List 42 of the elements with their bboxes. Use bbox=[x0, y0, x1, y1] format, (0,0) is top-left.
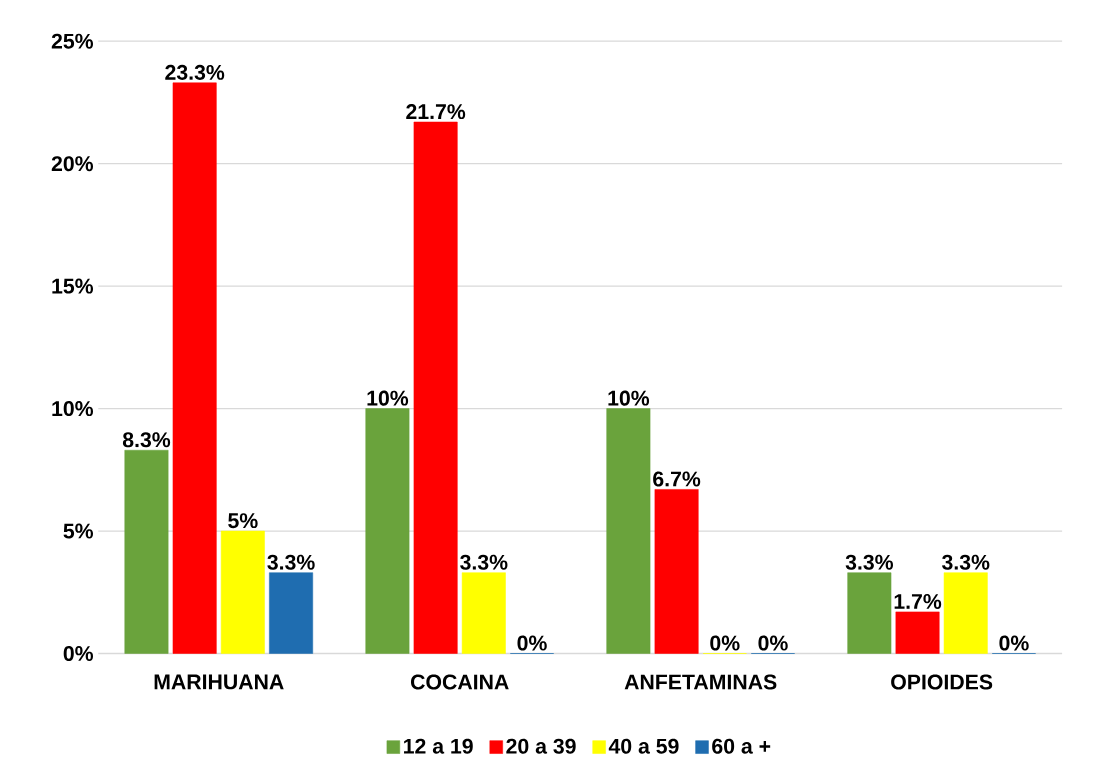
x-tick-label: ANFETAMINAS bbox=[624, 674, 777, 690]
data-label: 10% bbox=[608, 390, 650, 406]
bar bbox=[943, 572, 988, 654]
y-tick-label: 5% bbox=[63, 523, 94, 539]
bar bbox=[654, 489, 699, 654]
y-tick-label: 0% bbox=[63, 646, 94, 662]
data-label: 0% bbox=[758, 635, 788, 651]
legend-label: 60 a + bbox=[712, 738, 771, 754]
data-label: 0% bbox=[999, 635, 1029, 651]
data-label: 3.3% bbox=[941, 554, 990, 570]
bar bbox=[461, 572, 506, 654]
bar bbox=[124, 450, 169, 654]
y-tick-label: 15% bbox=[52, 278, 94, 294]
bar bbox=[606, 408, 651, 654]
bar bbox=[172, 82, 217, 654]
data-label: 10% bbox=[367, 390, 409, 406]
data-label: 1.7% bbox=[894, 594, 942, 609]
bar bbox=[847, 572, 892, 654]
y-tick-label: 25% bbox=[51, 33, 94, 49]
data-label: 6.7% bbox=[653, 471, 701, 487]
y-tick-label: 10% bbox=[52, 401, 94, 417]
y-tick-label: 20% bbox=[51, 156, 94, 172]
legend-label: 12 a 19 bbox=[404, 738, 473, 754]
data-label: 3.3% bbox=[460, 554, 508, 570]
x-tick-label: OPIOIDES bbox=[891, 674, 993, 690]
bar bbox=[895, 611, 940, 654]
bar bbox=[220, 530, 265, 654]
data-label: 21.7% bbox=[406, 104, 466, 120]
data-label: 0% bbox=[710, 635, 740, 651]
bar bbox=[269, 572, 313, 654]
x-tick-label: COCAINA bbox=[411, 674, 509, 690]
data-label: 0% bbox=[517, 635, 547, 651]
data-label: 3.3% bbox=[267, 554, 315, 570]
legend-label: 40 a 59 bbox=[608, 738, 679, 754]
data-label: 3.3% bbox=[845, 554, 893, 570]
legend-label: 20 a 39 bbox=[506, 738, 576, 754]
data-label: 5% bbox=[228, 513, 258, 529]
x-tick-label: MARIHUANA bbox=[154, 674, 284, 690]
bar bbox=[413, 121, 458, 654]
data-label: 23.3% bbox=[165, 64, 225, 80]
data-label: 8.3% bbox=[122, 432, 171, 448]
bar bbox=[365, 408, 410, 654]
